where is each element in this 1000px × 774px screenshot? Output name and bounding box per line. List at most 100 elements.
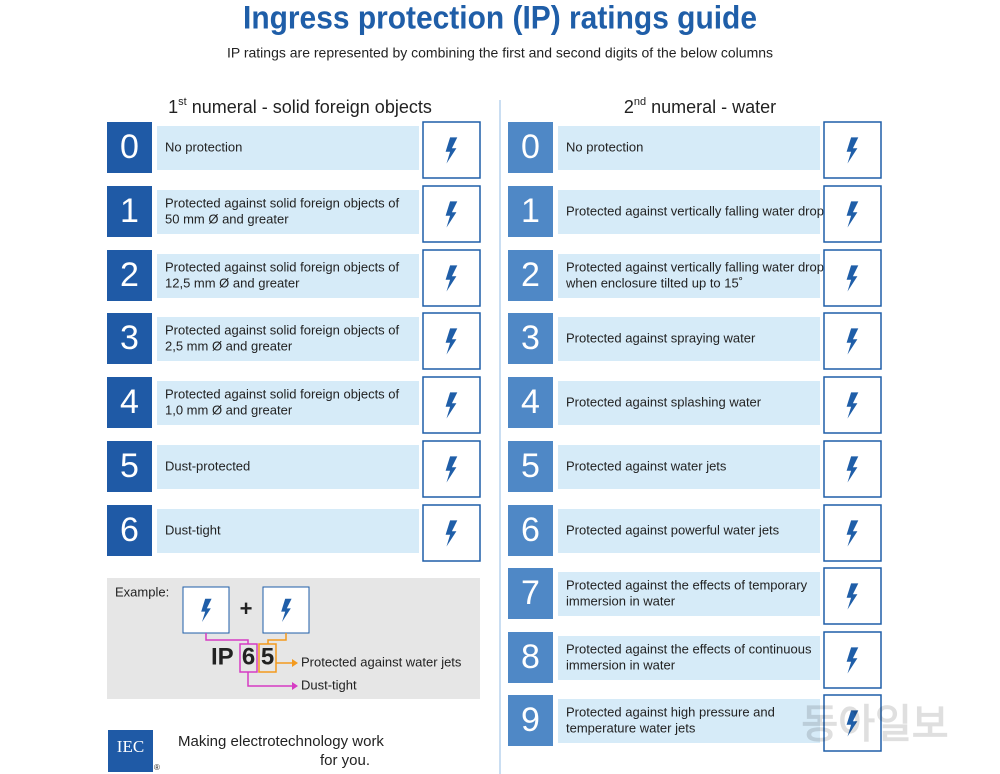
description-panel: [157, 254, 419, 298]
bolt-icon: [846, 520, 859, 547]
tagline: for you.: [320, 752, 370, 769]
description-panel: [558, 381, 820, 425]
arrow-head: [292, 682, 298, 690]
bolt-icon: [445, 265, 458, 292]
digit-box: [508, 441, 553, 492]
heading-number: 2: [624, 97, 634, 117]
second-digit: 5: [261, 643, 274, 670]
digit: 2: [521, 256, 540, 294]
description-panel: [558, 126, 820, 170]
description: Protected against solid foreign objects …: [165, 322, 400, 337]
description: Protected against powerful water jets: [566, 522, 780, 537]
description: temperature water jets: [566, 720, 696, 735]
digit-box: [508, 695, 553, 746]
digit-box: [508, 250, 553, 301]
digit: 6: [521, 511, 540, 549]
digit-box: [107, 505, 152, 556]
bolt-icon: [846, 201, 859, 228]
description-panel: [558, 636, 820, 680]
digit: 0: [120, 128, 139, 166]
description: Dust-tight: [165, 522, 221, 537]
subtitle: IP ratings are represented by combining …: [227, 45, 773, 61]
description: when enclosure tilted up to 15˚: [565, 275, 743, 290]
description: Protected against solid foreign objects …: [165, 259, 400, 274]
description-panel: [157, 190, 419, 234]
arrow-head: [292, 659, 298, 667]
heading-suffix: st: [178, 96, 187, 108]
description-panel: [558, 254, 820, 298]
digit: 8: [521, 638, 540, 676]
description: 12,5 mm Ø and greater: [165, 275, 300, 290]
description-panel: [157, 381, 419, 425]
digit: 1: [120, 192, 139, 230]
iec-logo-text: IEC: [117, 737, 144, 756]
digit: 4: [521, 383, 540, 421]
digit-box: [107, 250, 152, 301]
digit-box: [107, 186, 152, 237]
icon-box: [823, 440, 882, 498]
digit-box: [508, 313, 553, 364]
digit-box: [508, 568, 553, 619]
digit: 3: [521, 319, 540, 357]
description-panel: [558, 699, 820, 743]
description: No protection: [165, 139, 242, 154]
digit-box: [508, 186, 553, 237]
digit: 9: [521, 701, 540, 739]
bolt-icon: [846, 137, 859, 164]
description-panel: [157, 317, 419, 361]
description: 1,0 mm Ø and greater: [165, 402, 293, 417]
title: Ingress protection (IP) ratings guide: [243, 0, 757, 35]
bolt-icon: [281, 598, 292, 622]
icon-box: [823, 694, 882, 752]
tagline: Making electrotechnology work: [178, 733, 384, 750]
digit: 2: [120, 256, 139, 294]
description: Protected against solid foreign objects …: [165, 386, 400, 401]
bolt-icon: [846, 583, 859, 610]
digit-box: [508, 632, 553, 683]
description: Protected against splashing water: [566, 394, 762, 409]
digit: 5: [120, 447, 139, 485]
icon-box: [422, 249, 481, 307]
first-digit: 6: [242, 643, 255, 670]
bolt-icon: [445, 392, 458, 419]
description: Protected against water jets: [566, 458, 727, 473]
digit-box: [508, 505, 553, 556]
second-meaning: Protected against water jets: [301, 654, 462, 669]
column-heading: 1st numeral - solid foreign objects: [168, 96, 432, 117]
description: Protected against solid foreign objects …: [165, 195, 400, 210]
digit: 4: [120, 383, 139, 421]
first-meaning: Dust-tight: [301, 677, 357, 692]
description-panel: [558, 190, 820, 234]
connector: [247, 672, 292, 687]
connector: [267, 633, 287, 644]
description-panel: [558, 572, 820, 616]
description: 2,5 mm Ø and greater: [165, 338, 293, 353]
description: immersion in water: [566, 593, 676, 608]
bolt-icon: [445, 137, 458, 164]
heading-text: numeral - water: [651, 97, 776, 117]
heading-text: numeral - solid foreign objects: [192, 97, 432, 117]
description-panel: [558, 445, 820, 489]
description-panel: [157, 445, 419, 489]
bolt-icon: [846, 265, 859, 292]
bolt-icon: [846, 328, 859, 355]
description-panel: [558, 509, 820, 553]
digit: 1: [521, 192, 540, 230]
digit-box: [107, 441, 152, 492]
description: No protection: [566, 139, 643, 154]
digit: 0: [521, 128, 540, 166]
digit: 6: [120, 511, 139, 549]
column-heading: 2nd numeral - water: [624, 96, 776, 117]
description: Protected against vertically falling wat…: [566, 203, 831, 218]
heading-number: 1: [168, 97, 178, 117]
watermark: 동아일보: [801, 703, 948, 747]
plus-sign: +: [240, 596, 253, 621]
digit-box: [107, 313, 152, 364]
description: Protected against high pressure and: [566, 704, 775, 719]
bolt-icon: [445, 201, 458, 228]
digit: 5: [521, 447, 540, 485]
bolt-icon: [846, 392, 859, 419]
description: Protected against spraying water: [566, 330, 756, 345]
